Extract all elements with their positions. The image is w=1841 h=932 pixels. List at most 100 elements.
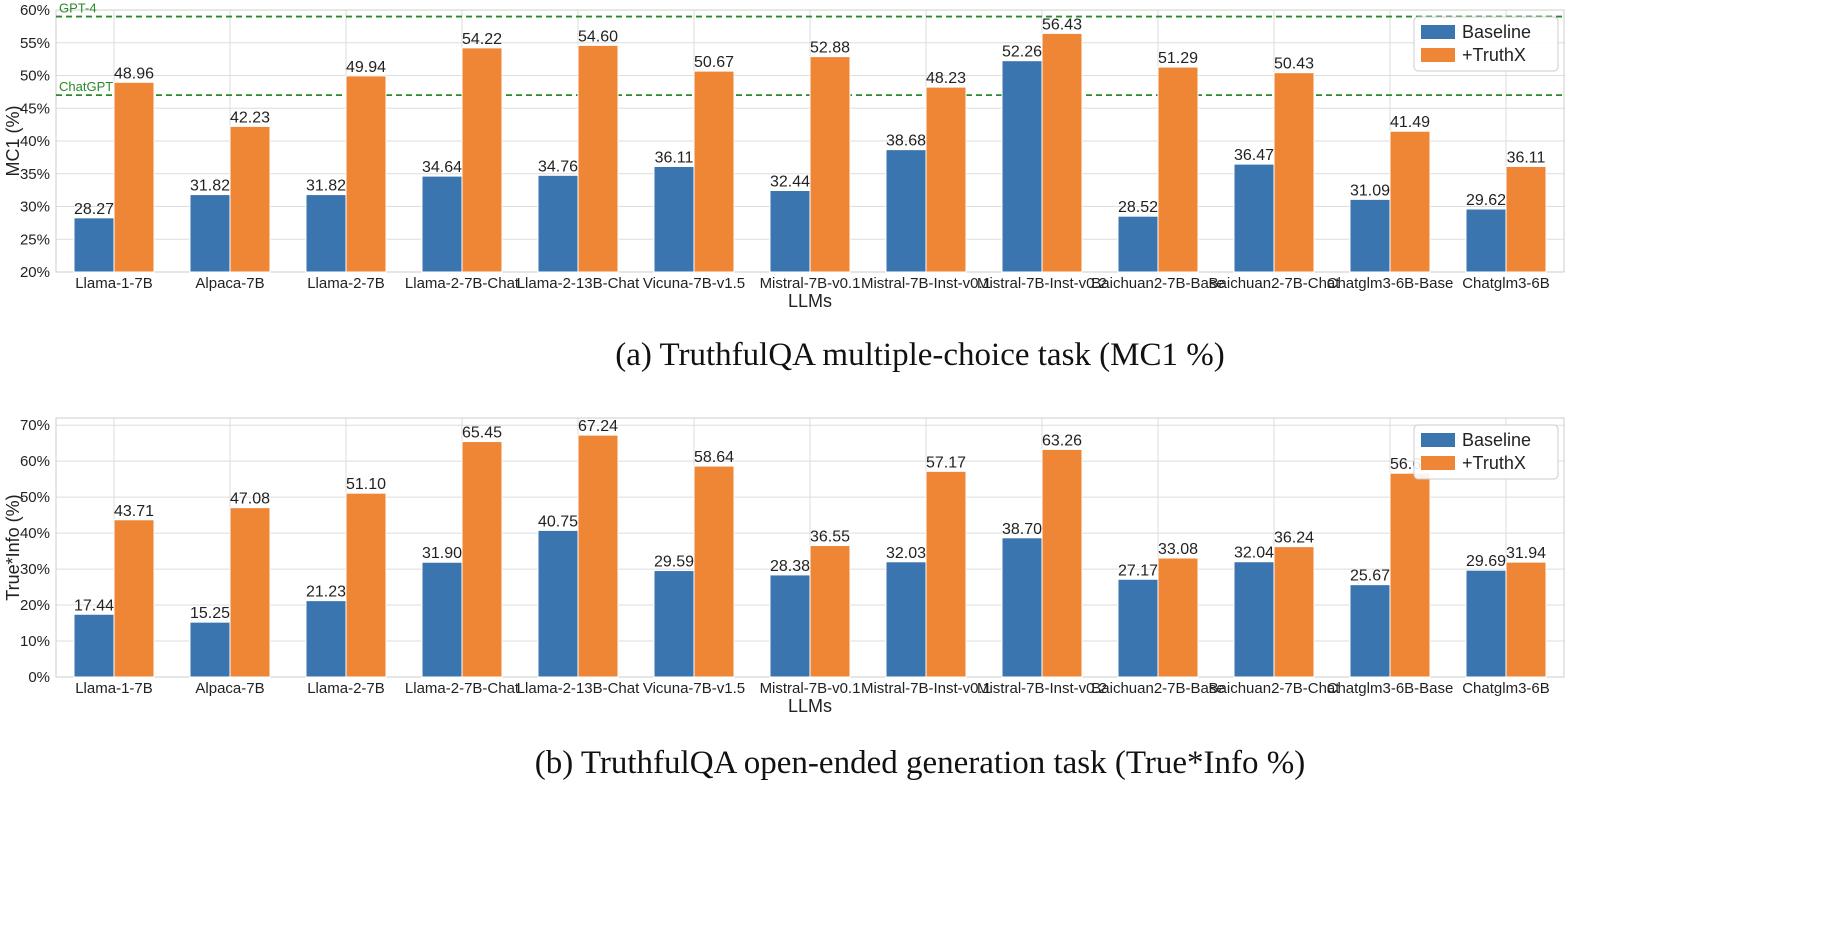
bar-truthx	[1273, 546, 1315, 678]
bar-value-label: 54.22	[462, 31, 502, 48]
bar-value-label: 48.96	[114, 65, 154, 82]
bar-baseline	[1233, 163, 1275, 273]
bar-baseline	[1001, 60, 1043, 273]
x-tick-label: Mistral-7B-Inst-v0.1	[861, 275, 991, 292]
x-tick-label: Vicuna-7B-v1.5	[643, 275, 745, 292]
bar-value-label: 57.17	[926, 454, 966, 471]
x-tick-label: Baichuan2-7B-Base	[1091, 275, 1224, 292]
bar-value-label: 36.55	[810, 529, 850, 546]
bar-truthx	[1389, 130, 1431, 273]
bar-truthx	[461, 441, 503, 678]
bar-truthx	[229, 125, 271, 273]
bar-value-label: 34.64	[422, 159, 462, 176]
bar-truthx	[809, 545, 851, 678]
bar-truthx	[229, 507, 271, 678]
bar-baseline	[537, 174, 579, 273]
y-tick-label: 50%	[20, 489, 50, 506]
bar-value-label: 31.90	[422, 545, 462, 562]
x-axis-label: LLMs	[788, 696, 832, 716]
legend-label: +TruthX	[1462, 453, 1526, 473]
bar-value-label: 36.11	[1507, 149, 1546, 166]
bar-value-label: 32.44	[770, 174, 810, 191]
x-tick-label: Chatglm3-6B-Base	[1327, 275, 1454, 292]
x-tick-label: Llama-2-13B-Chat	[517, 275, 640, 292]
y-tick-label: 0%	[28, 669, 50, 686]
bar-truthx	[461, 47, 503, 273]
bar-truthx	[693, 465, 735, 678]
x-tick-label: Mistral-7B-Inst-v0.1	[861, 680, 991, 697]
bar-baseline	[421, 175, 463, 273]
bar-value-label: 28.27	[74, 201, 114, 218]
x-tick-label: Llama-2-7B-Chat	[405, 275, 520, 292]
bar-value-label: 36.47	[1234, 147, 1274, 164]
bar-value-label: 50.43	[1274, 56, 1314, 73]
y-tick-label: 25%	[20, 231, 50, 248]
legend: Baseline +TruthX	[1413, 424, 1559, 480]
x-tick-label: Baichuan2-7B-Base	[1091, 680, 1224, 697]
reference-line-label: GPT-4	[59, 1, 97, 16]
bar-value-label: 36.11	[655, 149, 694, 166]
x-tick-label: Mistral-7B-Inst-v0.2	[977, 275, 1107, 292]
bar-truthx	[113, 81, 155, 273]
y-tick-label: 45%	[20, 100, 50, 117]
x-tick-label: Llama-2-7B	[307, 680, 385, 697]
bar-value-label: 28.38	[770, 558, 810, 575]
y-tick-label: 40%	[20, 525, 50, 542]
bar-baseline	[1233, 561, 1275, 678]
bar-value-label: 27.17	[1118, 562, 1158, 579]
bar-truthx	[1273, 72, 1315, 273]
bar-value-label: 31.94	[1506, 545, 1546, 562]
bar-baseline	[421, 561, 463, 678]
bar-baseline	[189, 621, 231, 678]
bar-baseline	[1117, 215, 1159, 273]
bar-value-label: 41.49	[1390, 114, 1430, 131]
bar-value-label: 42.23	[230, 109, 270, 126]
bar-baseline	[653, 570, 695, 678]
bar-baseline	[73, 613, 115, 678]
bar-value-label: 67.24	[578, 418, 618, 435]
bar-value-label: 52.88	[810, 40, 850, 57]
bar-value-label: 58.64	[694, 449, 734, 466]
bar-truthx	[1505, 561, 1547, 678]
bar-truthx	[925, 470, 967, 678]
x-tick-label: Baichuan2-7B-Chat	[1209, 680, 1341, 697]
bar-baseline	[1001, 537, 1043, 678]
y-tick-label: 30%	[20, 199, 50, 216]
bar-value-label: 29.62	[1466, 192, 1506, 209]
bar-value-label: 54.60	[578, 28, 618, 45]
bar-value-label: 40.75	[538, 513, 578, 530]
bar-value-label: 38.68	[886, 133, 926, 150]
bar-truthx	[345, 75, 387, 273]
y-tick-label: 60%	[20, 453, 50, 470]
bar-truthx	[577, 44, 619, 273]
bar-baseline	[1117, 578, 1159, 678]
legend-swatch-baseline	[1421, 25, 1455, 39]
bar-value-label: 47.08	[230, 491, 270, 508]
y-tick-label: 20%	[20, 264, 50, 281]
bar-value-label: 50.67	[694, 54, 734, 71]
bar-value-label: 29.69	[1466, 553, 1506, 570]
bar-value-label: 21.23	[306, 584, 346, 601]
bar-baseline	[73, 217, 115, 273]
bar-truthx	[1157, 66, 1199, 273]
bar-truthx	[1041, 448, 1083, 678]
legend-label: Baseline	[1462, 430, 1531, 450]
x-tick-label: Llama-1-7B	[75, 680, 153, 697]
bar-baseline	[1349, 584, 1391, 678]
bar-value-label: 31.09	[1350, 182, 1390, 199]
bar-truthx	[345, 492, 387, 678]
legend-swatch-truthx	[1421, 456, 1455, 470]
x-tick-label: Vicuna-7B-v1.5	[643, 680, 745, 697]
x-tick-label: Chatglm3-6B	[1462, 680, 1550, 697]
bar-baseline	[537, 529, 579, 678]
bar-truthx	[1505, 165, 1547, 273]
x-tick-label: Chatglm3-6B	[1462, 275, 1550, 292]
bar-baseline	[769, 574, 811, 678]
bar-value-label: 32.04	[1234, 545, 1274, 562]
bar-value-label: 48.23	[926, 70, 966, 87]
bar-value-label: 51.29	[1158, 50, 1198, 67]
chart-panel-a: 20% 25% 30% 35% 40% 45% 50% 55% 60% GPT-4 ChatGPT 2…	[3, 1, 1565, 373]
y-tick-label: 55%	[20, 35, 50, 52]
